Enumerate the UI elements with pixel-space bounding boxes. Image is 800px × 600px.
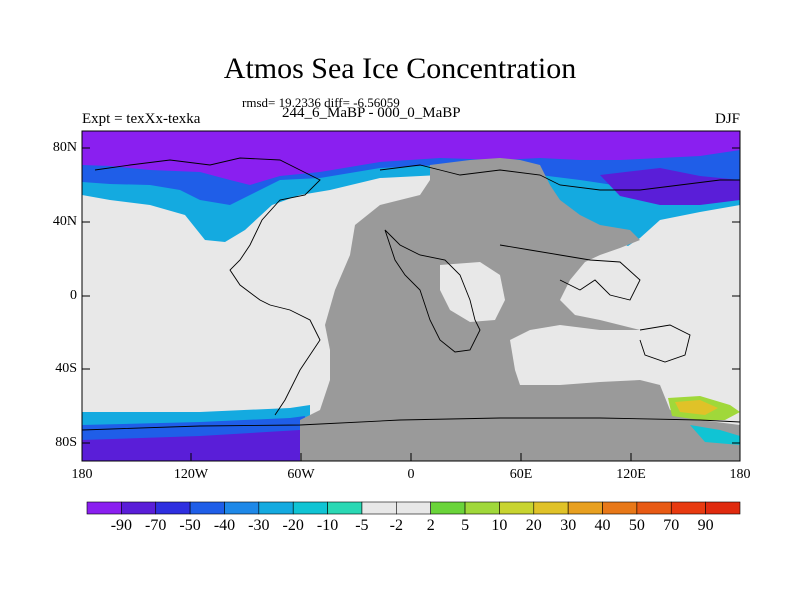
lon-label-0: 0 [407, 467, 415, 482]
antarctic-ice-increase-core [675, 400, 718, 415]
colorbar-swatch [670, 501, 706, 515]
lon-label-180w: 180 [71, 467, 93, 482]
colorbar-label: -20 [282, 517, 304, 534]
lon-label-120e: 120E [616, 467, 646, 482]
colorbar-label: -90 [110, 517, 133, 534]
colorbar-label: 2 [426, 517, 435, 534]
colorbar-swatch [430, 501, 466, 515]
colorbar-swatch [396, 501, 431, 515]
lat-label-0: 0 [70, 288, 77, 303]
colorbar-swatch [258, 501, 294, 515]
chart-title: Atmos Sea Ice Concentration [223, 52, 577, 85]
colorbar-label: -10 [316, 517, 339, 534]
colorbar-label: -5 [355, 517, 369, 534]
colorbar-swatch [464, 501, 500, 515]
colorbar-swatch [705, 501, 741, 515]
colorbar-label: -2 [389, 517, 403, 534]
colorbar-swatch [292, 501, 328, 515]
lat-label-40s: 40S [55, 361, 77, 376]
colorbar-label: 50 [628, 517, 645, 534]
lon-label-120w: 120W [173, 467, 209, 482]
experiment-label: Expt = texXx-texka [82, 111, 201, 127]
colorbar-label: 70 [663, 517, 680, 534]
colorbar-swatch [189, 501, 225, 515]
arctic-ice-decrease-core [82, 131, 740, 185]
colorbar-label: -30 [248, 517, 270, 534]
season-label: DJF [714, 111, 740, 127]
colorbar-swatch [636, 501, 672, 515]
colorbar-swatch [224, 501, 260, 515]
colorbar-swatch [361, 501, 397, 515]
subtitle: 244_6_MaBP - 000_0_MaBP [282, 105, 461, 121]
colorbar-swatch [86, 501, 122, 515]
colorbar-swatch [155, 501, 191, 515]
lat-label-40n: 40N [52, 214, 77, 229]
colorbar-swatch [567, 501, 603, 515]
axis-ticks [82, 147, 740, 461]
antarctic-ice-decrease-core [82, 430, 300, 461]
lon-label-60w: 60W [287, 467, 315, 482]
colorbar-swatch [121, 501, 157, 515]
colorbar-label: -50 [179, 517, 201, 534]
lat-label-80s: 80S [55, 435, 77, 450]
colorbar-label: 90 [697, 517, 714, 534]
lon-label-60e: 60E [509, 467, 533, 482]
colorbar-swatch [533, 501, 569, 515]
land-gap-africa [440, 262, 505, 322]
colorbar-label: 40 [594, 517, 611, 534]
colorbar-label: 5 [461, 517, 470, 534]
rmsd-diff-stats: rmsd= 19.2336 diff= -6.56059 [242, 95, 400, 110]
lon-label-180e: 180 [729, 467, 751, 482]
colorbar-swatch [499, 501, 535, 515]
colorbar-swatch [602, 501, 638, 515]
colorbar-label: -70 [145, 517, 167, 534]
colorbar-swatch [327, 501, 363, 515]
land-mass [300, 158, 740, 461]
colorbar-label: 30 [560, 517, 577, 534]
colorbar-label: 20 [525, 517, 542, 534]
lat-label-80n: 80N [52, 140, 77, 155]
antarctic-ice-decrease-east [690, 425, 740, 445]
coastlines [82, 157, 740, 431]
colorbar-label: -40 [213, 517, 236, 534]
colorbar-label: 10 [491, 517, 508, 534]
